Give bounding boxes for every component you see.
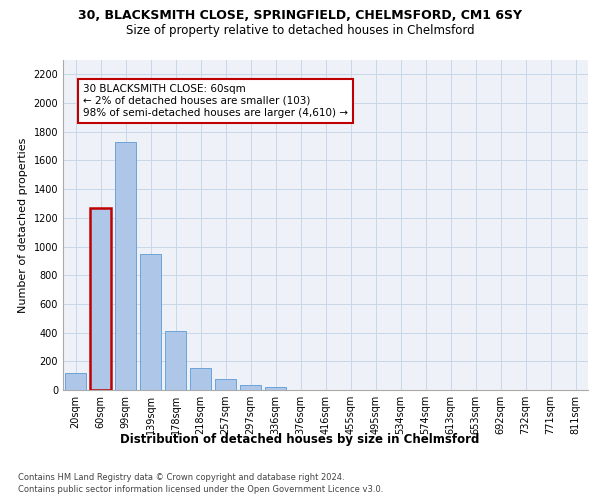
Bar xyxy=(265,387,286,390)
Bar xyxy=(140,254,161,390)
Bar xyxy=(90,208,111,390)
Text: 30, BLACKSMITH CLOSE, SPRINGFIELD, CHELMSFORD, CM1 6SY: 30, BLACKSMITH CLOSE, SPRINGFIELD, CHELM… xyxy=(78,9,522,22)
Bar xyxy=(240,385,261,390)
Text: Contains HM Land Registry data © Crown copyright and database right 2024.: Contains HM Land Registry data © Crown c… xyxy=(18,472,344,482)
Text: Contains public sector information licensed under the Open Government Licence v3: Contains public sector information licen… xyxy=(18,485,383,494)
Y-axis label: Number of detached properties: Number of detached properties xyxy=(18,138,28,312)
Text: Distribution of detached houses by size in Chelmsford: Distribution of detached houses by size … xyxy=(121,432,479,446)
Text: 30 BLACKSMITH CLOSE: 60sqm
← 2% of detached houses are smaller (103)
98% of semi: 30 BLACKSMITH CLOSE: 60sqm ← 2% of detac… xyxy=(83,84,348,117)
Bar xyxy=(115,142,136,390)
Bar xyxy=(215,379,236,390)
Text: Size of property relative to detached houses in Chelmsford: Size of property relative to detached ho… xyxy=(125,24,475,37)
Bar xyxy=(190,368,211,390)
Bar xyxy=(65,373,86,390)
Bar xyxy=(165,331,186,390)
